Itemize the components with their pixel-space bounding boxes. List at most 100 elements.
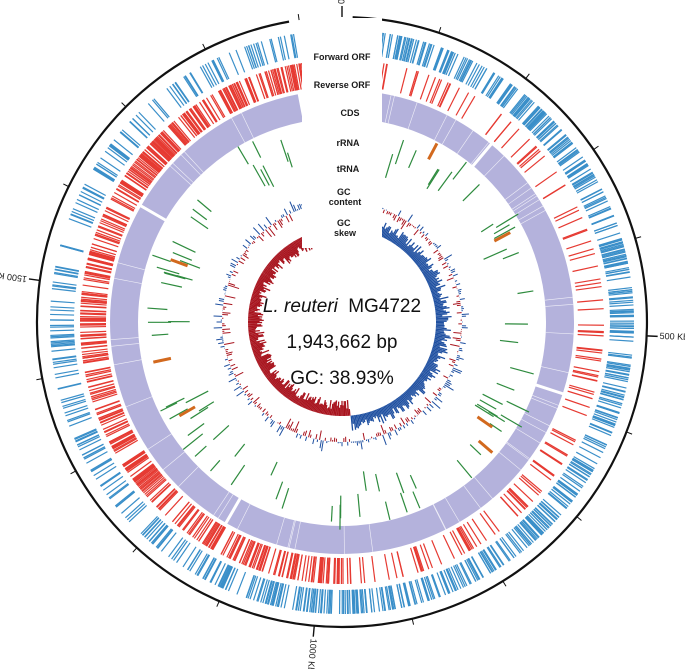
reverse-orf-mark [281, 66, 289, 93]
gc-skew-bar [272, 378, 282, 387]
gc-skew-bar [253, 351, 263, 356]
gc-content-bar [438, 387, 442, 390]
forward-orf-mark [575, 179, 598, 192]
forward-orf-mark [84, 183, 107, 197]
reverse-orf-mark [198, 519, 214, 542]
tick-label: 1500 Kb [0, 270, 28, 284]
gc-skew-bar [248, 311, 262, 315]
forward-orf-mark [501, 87, 517, 108]
forward-orf-mark [368, 588, 373, 613]
forward-orf-mark [320, 589, 324, 614]
reverse-orf-mark [85, 265, 112, 273]
gc-content-bar [382, 434, 387, 446]
gc-content-bar [269, 414, 273, 419]
gc-content-bar [315, 433, 318, 440]
forward-orf-mark [606, 363, 631, 369]
reverse-orf-mark [322, 557, 326, 584]
forward-orf-mark [608, 292, 633, 296]
forward-orf-mark [411, 40, 420, 64]
forward-orf-mark [458, 59, 471, 82]
gc-skew-bar [421, 371, 429, 378]
gc-skew-bar [419, 374, 428, 380]
forward-orf-mark [124, 501, 144, 519]
forward-orf-mark [470, 65, 483, 88]
forward-orf-mark [52, 355, 77, 360]
gc-skew-bar [255, 353, 269, 361]
forward-orf-mark [425, 576, 435, 600]
reverse-orf-mark [238, 80, 251, 106]
gc-content-bar [319, 430, 322, 440]
forward-orf-mark [516, 100, 534, 120]
gc-content-bar [262, 231, 265, 234]
cds-divider [532, 395, 559, 406]
gc-content-bar [272, 223, 278, 231]
reverse-orf-mark [109, 430, 133, 444]
forward-orf-mark [588, 425, 612, 437]
forward-orf-mark [604, 372, 629, 379]
gc-skew-bar [412, 250, 424, 261]
gc-skew-bar [435, 311, 450, 315]
forward-orf-mark [95, 465, 117, 480]
trna-mark [452, 161, 467, 180]
gc-content-bar [240, 255, 242, 257]
forward-orf-mark [514, 98, 531, 118]
forward-orf-mark [542, 498, 562, 516]
trna-mark [262, 165, 275, 187]
cds-divider [387, 95, 395, 124]
forward-orf-mark [216, 57, 229, 80]
gc-content-bar [224, 285, 228, 288]
trna-mark [493, 224, 510, 235]
gc-skew-bar [252, 292, 267, 299]
cds-divider [111, 343, 140, 347]
forward-orf-mark [50, 336, 75, 339]
gc-content-bar [263, 224, 268, 229]
trna-mark [469, 444, 482, 456]
gc-skew-bar [427, 360, 439, 367]
gc-skew-bar [418, 375, 428, 382]
gc-skew-bar [374, 409, 381, 423]
reverse-orf-mark [115, 188, 139, 203]
forward-orf-mark [52, 284, 77, 289]
gc-skew-bar [253, 350, 261, 355]
reverse-orf-mark [146, 146, 167, 165]
reverse-orf-mark [89, 252, 115, 261]
gc-content-bar [438, 255, 443, 260]
gc-skew-bar [248, 314, 258, 317]
gc-content-bar [410, 417, 413, 420]
gc-content-bar [227, 276, 231, 279]
gc-skew-bar [419, 263, 429, 270]
forward-orf-mark [276, 583, 284, 607]
forward-orf-mark [598, 237, 622, 246]
gc-skew-bar [435, 332, 446, 336]
trna-mark [275, 481, 284, 500]
forward-orf-mark [531, 510, 550, 529]
gc-content-bar [443, 265, 449, 269]
forward-orf-mark [593, 413, 617, 423]
gc-skew-bar [265, 266, 276, 275]
forward-orf-mark [78, 194, 101, 206]
reverse-orf-mark [258, 545, 269, 571]
gc-skew-bar [262, 271, 275, 280]
reverse-orf-mark [256, 545, 267, 571]
trna-mark [456, 459, 473, 479]
reverse-orf-mark [132, 163, 155, 180]
reverse-orf-mark [272, 549, 281, 576]
gc-content-bar [218, 298, 225, 301]
gc-content-bar [244, 393, 247, 396]
reverse-orf-mark [396, 551, 404, 577]
reverse-orf-mark [211, 94, 226, 118]
gc-content-bar [251, 242, 254, 245]
cds-divider [463, 485, 481, 509]
reverse-orf-mark [102, 418, 128, 431]
reverse-orf-mark [138, 155, 160, 174]
reverse-orf-mark [576, 346, 603, 351]
forward-orf-mark [602, 385, 626, 393]
reverse-orf-mark [310, 556, 315, 583]
forward-orf-mark [599, 241, 624, 250]
gc-content-bar [375, 433, 378, 437]
forward-orf-mark [166, 88, 182, 108]
forward-orf-mark [295, 586, 301, 611]
forward-orf-mark [609, 314, 634, 317]
forward-orf-mark [558, 149, 579, 165]
cds-divider [518, 205, 544, 221]
